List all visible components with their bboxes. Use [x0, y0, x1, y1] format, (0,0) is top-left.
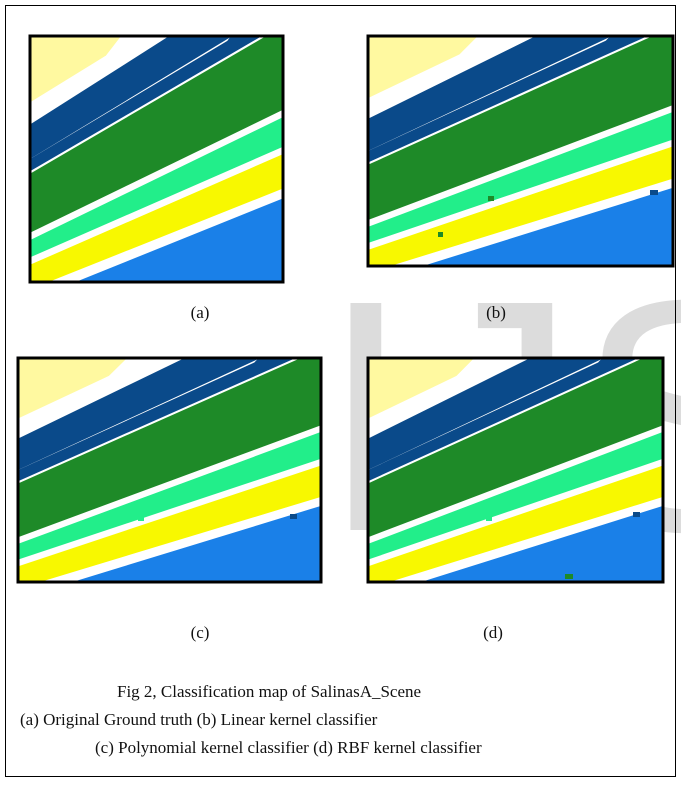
panel-label: (b)	[486, 303, 506, 322]
caption-line: (c) Polynomial kernel classifier (d) RBF…	[95, 738, 482, 757]
panel-label: (d)	[483, 623, 503, 642]
panel-label: (a)	[191, 303, 210, 322]
page: IJS (a) (b) (c) (d) Fig 2, Classificatio…	[0, 0, 681, 782]
map-c	[18, 291, 321, 589]
panel-label: (c)	[191, 623, 210, 642]
caption-line: Fig 2, Classification map of SalinasA_Sc…	[117, 682, 421, 701]
map-a	[30, 0, 283, 289]
figure: IJS (a) (b) (c) (d) Fig 2, Classificatio…	[0, 0, 681, 782]
caption-line: (a) Original Ground truth (b) Linear ker…	[20, 710, 378, 729]
map-b	[368, 0, 673, 273]
